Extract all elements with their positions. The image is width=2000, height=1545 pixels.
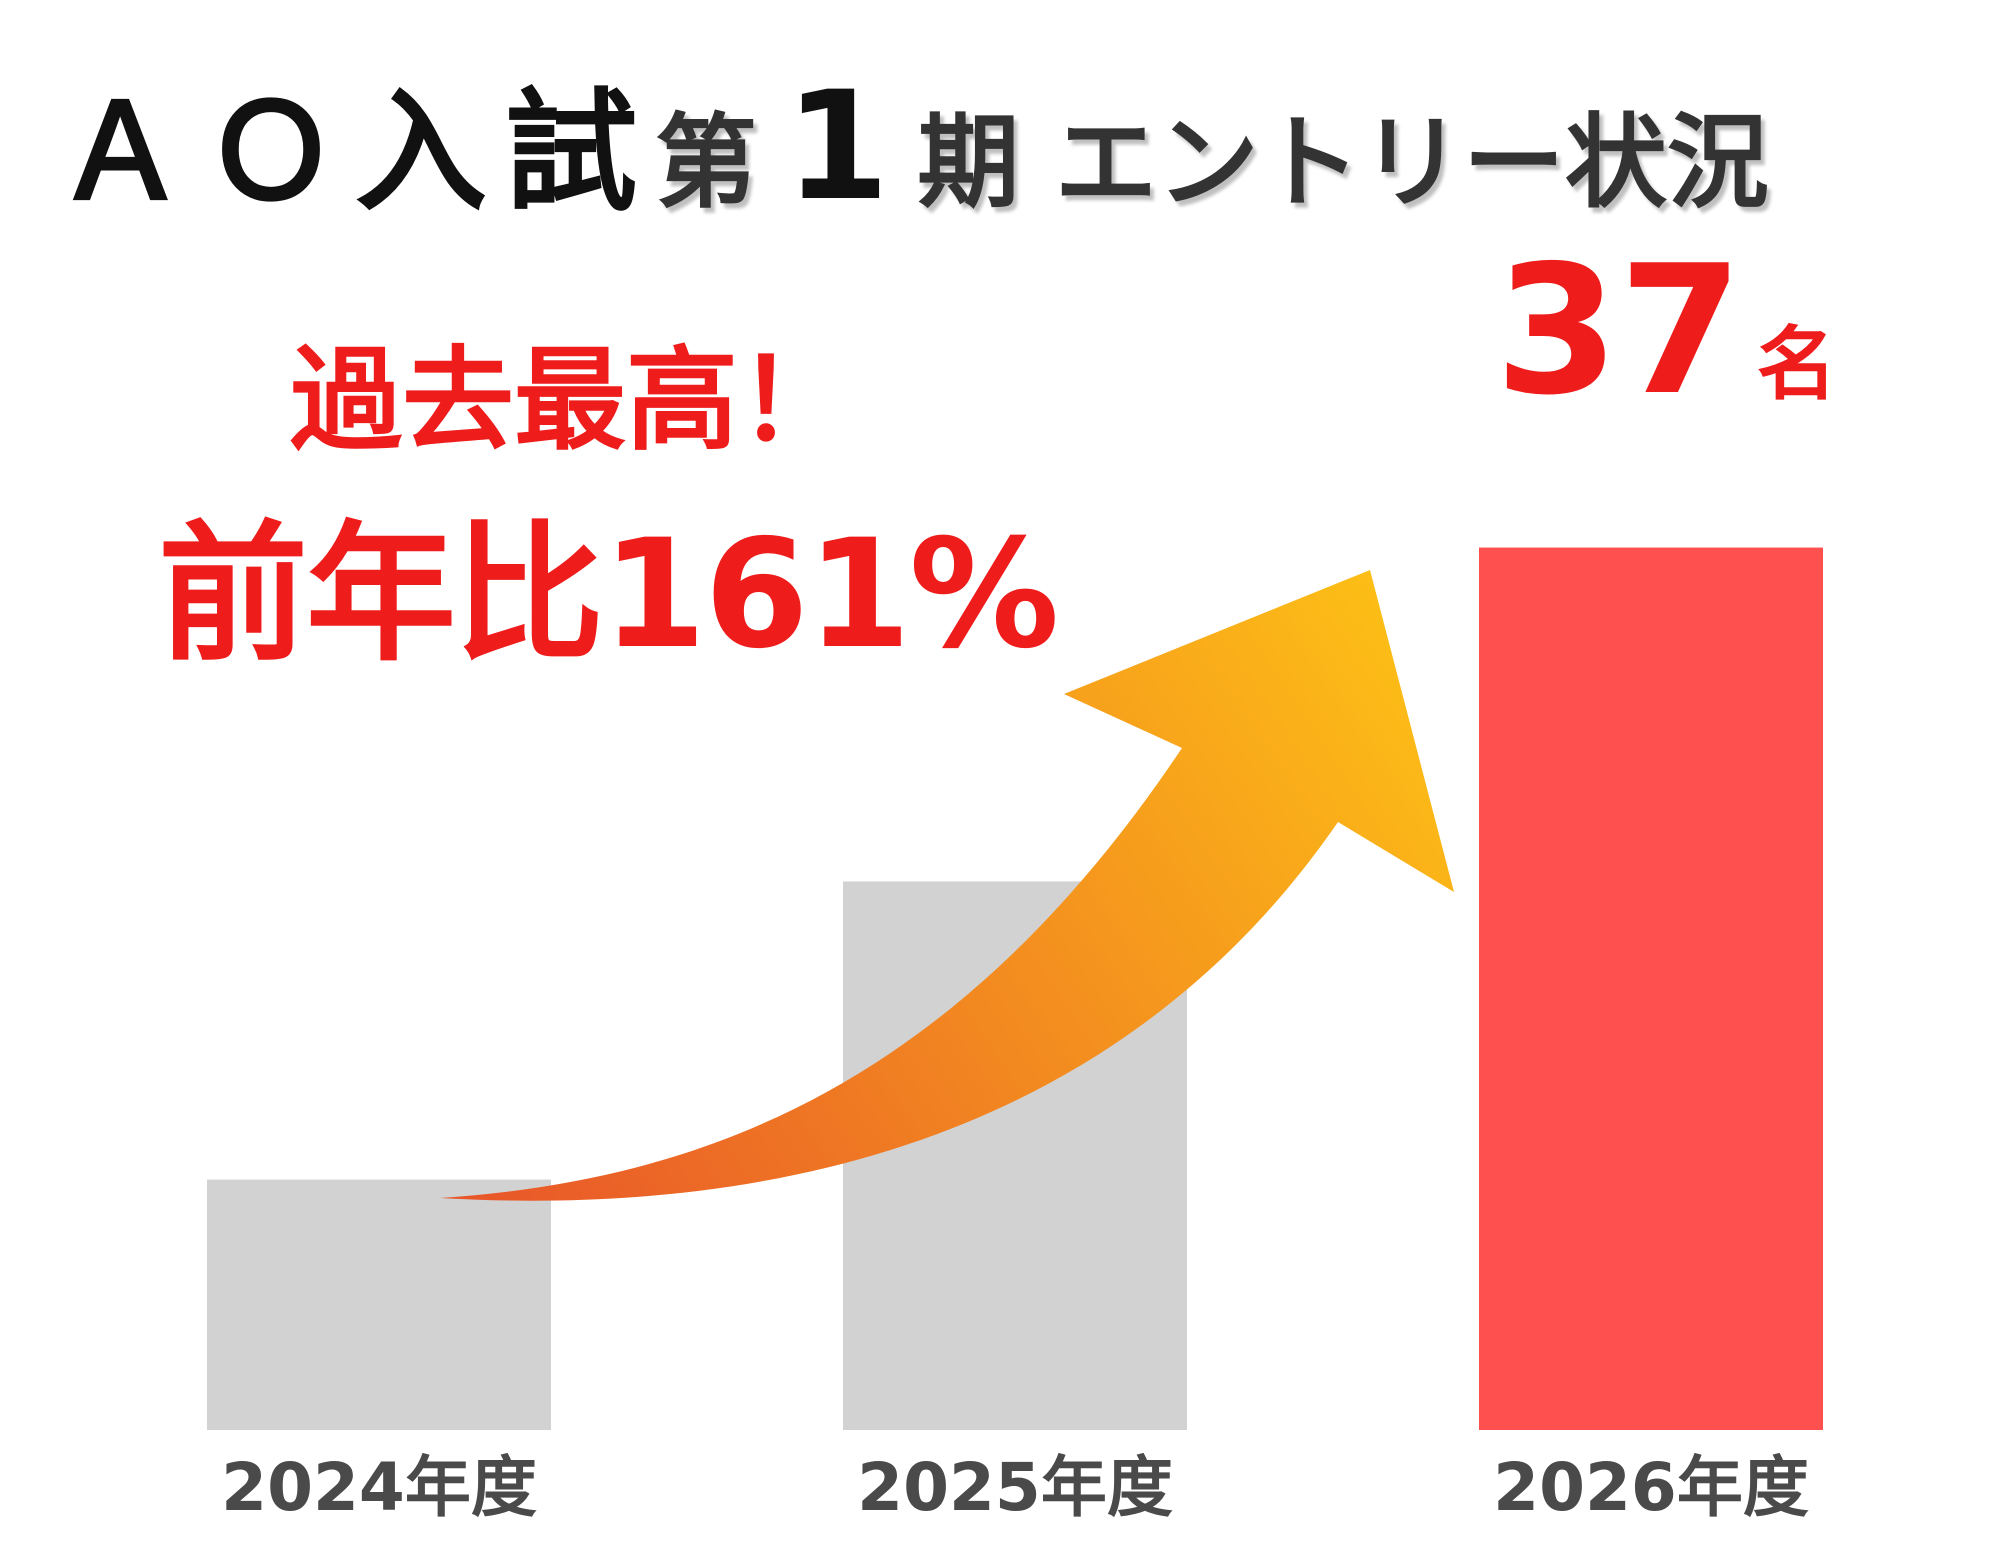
category-label: 2026年度 bbox=[1493, 1449, 1809, 1526]
title-prefix: 第 bbox=[655, 104, 757, 223]
title-number: 1 bbox=[785, 60, 890, 234]
page-title: ＡＯ入試第 1 期 エントリー状況 bbox=[55, 72, 1955, 232]
bar-2026年度 bbox=[1479, 547, 1823, 1430]
entry-count-value: 37 bbox=[1495, 227, 1743, 434]
category-label: 2025年度 bbox=[857, 1449, 1173, 1526]
record-high-headline: 過去最高！ bbox=[290, 336, 850, 466]
bar-2024年度 bbox=[207, 1179, 551, 1430]
entry-count: 37 名 bbox=[1495, 242, 1837, 420]
title-suffix: 期 エントリー状況 bbox=[917, 104, 1769, 223]
growth-arrow bbox=[440, 570, 1454, 1201]
yoy-ratio-headline: 前年比161% bbox=[158, 508, 1059, 682]
title-exam-name: ＡＯ入試 bbox=[55, 76, 655, 230]
entry-count-unit: 名 bbox=[1756, 318, 1837, 411]
category-label: 2024年度 bbox=[221, 1449, 537, 1526]
